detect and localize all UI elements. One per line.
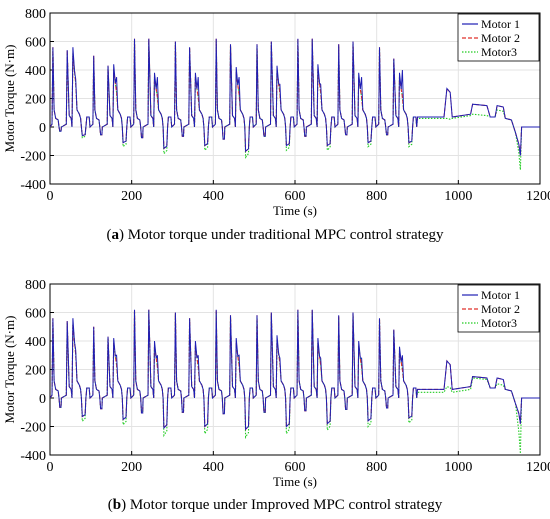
chart-panel-b: 0 200 400 600 800 1000 1200 -400 -200 0 200 400 600 8…: [0, 271, 550, 506]
legend-label: Motor 2: [481, 302, 520, 316]
x-tick-label: 600: [285, 460, 306, 475]
series-line-motor3: [50, 311, 540, 454]
y-tick-label: -200: [20, 150, 46, 165]
y-tick-label: 200: [25, 93, 46, 108]
x-tick-label: 1000: [444, 189, 472, 204]
y-tick-label: -200: [20, 421, 46, 436]
x-tick-label: 600: [285, 189, 306, 204]
x-tick-label: 200: [121, 189, 142, 204]
x-tick-label: 1000: [444, 460, 472, 475]
y-axis-label: Motor Torque (N·m): [2, 316, 17, 424]
legend-label: Motor 2: [481, 31, 520, 45]
x-tick-label: 0: [47, 189, 54, 204]
y-axis-label: Motor Torque (N·m): [2, 45, 17, 153]
y-tick-label: 0: [39, 121, 46, 136]
x-tick-label: 1200: [526, 189, 550, 204]
torque-chart-improved-mpc: 0 200 400 600 800 1000 1200 -400 -200 0 200 400 600 8…: [2, 278, 550, 489]
caption-a: (a) Motor torque under traditional MPC c…: [106, 227, 444, 243]
series-line-motor-1: [50, 309, 540, 431]
chart-panel-a: 0 200 400 600 800 1000 1200 -400 -200 0 200 400 600 8…: [0, 0, 550, 235]
y-tick-label: 800: [25, 7, 46, 22]
y-tick-label: 400: [25, 64, 46, 79]
legend-label: Motor3: [481, 45, 517, 59]
caption-a-text: Motor torque under traditional MPC contr…: [123, 227, 444, 243]
y-tick-label: 200: [25, 364, 46, 379]
x-tick-label: 200: [121, 460, 142, 475]
caption-a-label: a: [111, 227, 119, 243]
y-tick-label: -400: [20, 178, 46, 193]
caption-b-text: Motor torque under Improved MPC control …: [126, 497, 443, 513]
y-tick-label: 600: [25, 36, 46, 51]
x-tick-label: 800: [366, 189, 387, 204]
torque-chart-traditional-mpc: 0 200 400 600 800 1000 1200 -400 -200 0 200 400 600 8…: [2, 7, 550, 218]
x-tick-label: 400: [203, 189, 224, 204]
caption-b-label: b: [112, 497, 122, 513]
y-tick-label: 800: [25, 278, 46, 293]
legend-label: Motor3: [481, 316, 517, 330]
y-tick-label: 0: [39, 392, 46, 407]
series-line-motor-1: [50, 38, 540, 156]
x-tick-label: 800: [366, 460, 387, 475]
y-tick-label: -400: [20, 449, 46, 464]
x-tick-label: 400: [203, 460, 224, 475]
y-tick-label: 400: [25, 335, 46, 350]
y-tick-label: 600: [25, 307, 46, 322]
x-axis-label: Time (s): [273, 203, 317, 218]
x-tick-label: 1200: [526, 460, 550, 475]
caption-b: (b) Motor torque under Improved MPC cont…: [107, 497, 443, 513]
legend-label: Motor 1: [481, 288, 520, 302]
x-axis-label: Time (s): [273, 474, 317, 489]
x-tick-label: 0: [47, 460, 54, 475]
legend-label: Motor 1: [481, 17, 520, 31]
